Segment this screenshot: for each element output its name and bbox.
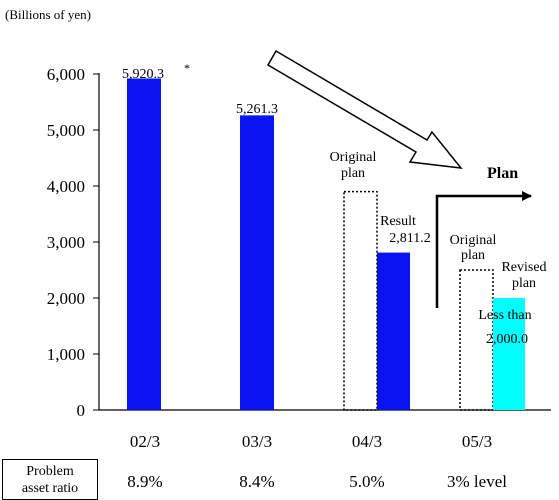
data-label: 5,920.3 xyxy=(122,67,164,82)
result-bar xyxy=(127,78,161,411)
ratio-value: 8.4% xyxy=(239,472,274,491)
ratio-value: 5.0% xyxy=(349,472,384,491)
y-tick-label: 3,000 xyxy=(47,233,85,252)
ratio-value: 8.9% xyxy=(127,472,162,491)
y-tick-label: 1,000 xyxy=(47,345,85,364)
original-plan-bar xyxy=(343,190,378,411)
annotation-original-plan: Original xyxy=(450,233,497,248)
y-tick-label: 5,000 xyxy=(47,121,85,140)
original-plan-bar xyxy=(459,269,494,411)
y-tick-label: 0 xyxy=(77,401,86,420)
revised-plan-bar xyxy=(493,298,525,410)
annotation-revised-value: 2,000.0 xyxy=(486,332,528,347)
plan-arrow xyxy=(435,191,532,308)
unit-label: (Billions of yen) xyxy=(5,7,91,22)
annotation-original-plan: plan xyxy=(461,248,485,263)
x-tick-label: 02/3 xyxy=(130,432,160,451)
problem-asset-ratio-label: Problem asset ratio xyxy=(2,459,98,500)
y-tick-label: 6,000 xyxy=(47,65,85,84)
annotation-revised-value: Less than xyxy=(478,308,531,323)
y-tick-label: 4,000 xyxy=(47,177,85,196)
x-tick-label: 05/3 xyxy=(462,432,492,451)
annotation-revised-plan: plan xyxy=(512,276,536,291)
ratio-value: 3% level xyxy=(447,472,507,491)
data-label: 5,261.3 xyxy=(236,102,278,117)
annotation-original-plan: plan xyxy=(341,166,365,181)
ratio-label-line-2: asset ratio xyxy=(21,481,79,496)
annotation-result: Result xyxy=(380,214,416,229)
y-tick-label: 2,000 xyxy=(47,289,85,308)
result-bar xyxy=(240,115,274,411)
footnote-marker: * xyxy=(184,61,190,75)
data-label: 2,811.2 xyxy=(389,231,430,246)
x-tick-label: 03/3 xyxy=(242,432,272,451)
ratio-label-line-1: Problem xyxy=(26,464,74,479)
result-bar xyxy=(377,252,410,410)
x-tick-label: 04/3 xyxy=(352,432,382,451)
trend-arrow xyxy=(266,49,463,169)
plan-label: Plan xyxy=(487,165,518,182)
annotation-revised-plan: Revised xyxy=(501,260,546,275)
annotation-original-plan: Original xyxy=(330,150,377,165)
